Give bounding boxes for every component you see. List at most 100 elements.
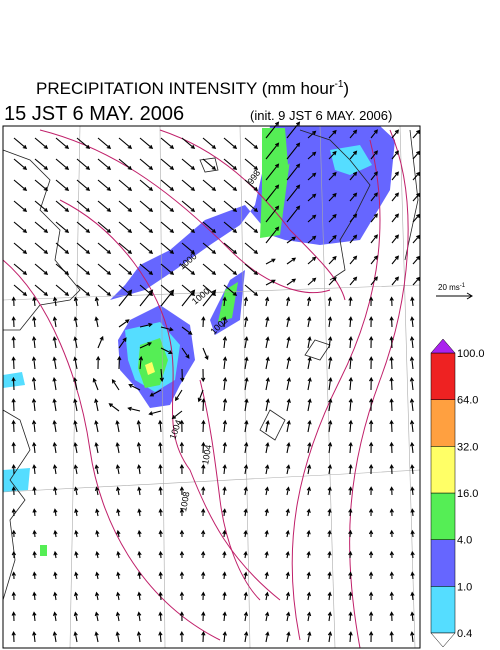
coastline xyxy=(199,129,419,261)
wind-arrow xyxy=(94,398,99,412)
wind-arrow xyxy=(368,316,374,328)
coastline xyxy=(259,339,331,441)
wind-arrow xyxy=(73,296,79,307)
wind-arrow xyxy=(370,255,378,265)
wind-arrow xyxy=(118,137,133,150)
wind-arrow xyxy=(327,296,332,307)
wind-arrow xyxy=(410,464,415,475)
wind-arrow xyxy=(389,529,394,538)
wind-arrow xyxy=(11,631,16,643)
wind-arrow xyxy=(348,486,353,496)
wind-arrow xyxy=(181,137,196,150)
wind-arrow xyxy=(52,398,57,412)
wind-arrow xyxy=(158,508,163,517)
wind-arrow xyxy=(32,611,37,622)
colorbar-label: 64.0 xyxy=(457,395,478,407)
wind-arrow xyxy=(348,571,353,580)
wind-arrow xyxy=(160,200,175,213)
wind-arrow xyxy=(111,378,120,391)
wind-arrow xyxy=(222,486,227,496)
wind-arrow xyxy=(286,316,291,328)
wind-arrow xyxy=(200,529,206,538)
wind-arrow xyxy=(306,296,312,307)
wind-arrow xyxy=(307,316,312,328)
wind-arrow xyxy=(181,179,196,192)
wind-arrow xyxy=(52,296,58,307)
wind-arrow xyxy=(55,200,70,213)
wind-arrow xyxy=(410,508,415,517)
wind-arrow xyxy=(31,356,37,370)
wind-arrow xyxy=(307,256,317,265)
wind-arrow xyxy=(202,263,217,276)
wind-arrow xyxy=(389,591,394,601)
wind-arrow xyxy=(73,486,79,496)
wind-arrow xyxy=(391,276,400,286)
wind-arrow xyxy=(13,221,28,234)
wind-arrow xyxy=(11,550,17,559)
wind-arrow xyxy=(73,631,78,643)
wind-arrow xyxy=(97,263,112,276)
coastline xyxy=(2,149,81,331)
wind-arrow xyxy=(265,336,270,349)
wind-arrow xyxy=(160,263,175,276)
wind-arrow xyxy=(76,137,91,150)
wind-arrow xyxy=(137,591,142,601)
wind-arrow xyxy=(285,591,291,601)
wind-arrow xyxy=(370,150,378,160)
wind-arrow xyxy=(222,376,228,391)
wind-arrow xyxy=(137,508,142,517)
wind-arrow xyxy=(11,419,16,433)
wind-arrow xyxy=(181,158,196,171)
wind-arrow xyxy=(160,137,175,150)
isobar xyxy=(59,199,281,601)
wind-arrow xyxy=(368,529,374,538)
wind-arrow xyxy=(328,129,337,139)
wind-arrow xyxy=(32,296,37,307)
wind-arrow xyxy=(265,377,270,391)
wind-arrow xyxy=(201,611,206,622)
isobar xyxy=(39,129,331,294)
wind-arrow xyxy=(328,356,333,370)
wind-arrow xyxy=(160,221,175,234)
wind-arrow xyxy=(34,179,49,192)
wind-arrow xyxy=(349,150,358,160)
wind-arrow xyxy=(286,442,291,454)
wind-arrow xyxy=(115,631,120,643)
wind-arrow xyxy=(13,284,28,297)
wind-arrow xyxy=(409,336,415,349)
wind-arrow xyxy=(55,242,70,255)
wind-arrow xyxy=(139,289,154,307)
wind-arrow xyxy=(410,571,415,580)
wind-arrow xyxy=(11,296,16,307)
wind-arrow xyxy=(328,192,337,202)
wind-arrow xyxy=(55,158,70,171)
wind-arrow xyxy=(368,591,374,601)
wind-arrow xyxy=(286,184,301,202)
wind-arrow xyxy=(410,316,415,328)
wind-arrow xyxy=(243,296,249,307)
wind-arrow xyxy=(222,631,227,643)
wind-arrow xyxy=(265,631,270,643)
title-superscript: -1 xyxy=(334,79,343,90)
map-area: 998 1000 1000 1002 1004 1004 1008 xyxy=(2,121,421,649)
wind-arrow xyxy=(327,591,332,601)
wind-vectors xyxy=(11,121,421,643)
wind-arrow xyxy=(32,486,37,496)
wind-arrow xyxy=(34,242,49,255)
wind-arrow xyxy=(94,419,99,433)
wind-arrow xyxy=(389,376,394,391)
wind-arrow xyxy=(158,611,163,622)
wind-arrow xyxy=(369,335,374,349)
wind-arrow xyxy=(328,171,337,181)
wind-arrow xyxy=(348,316,353,328)
wind-arrow xyxy=(118,179,133,192)
wind-arrow xyxy=(348,419,353,433)
wind-arrow xyxy=(286,336,291,349)
wind-arrow xyxy=(265,205,280,223)
wind-arrow xyxy=(139,158,154,171)
wind-arrow xyxy=(160,179,175,192)
wind-arrow xyxy=(139,263,154,276)
colorbar-label: 0.4 xyxy=(457,628,472,640)
wind-arrow xyxy=(348,508,353,517)
wind-arrow xyxy=(286,419,291,433)
